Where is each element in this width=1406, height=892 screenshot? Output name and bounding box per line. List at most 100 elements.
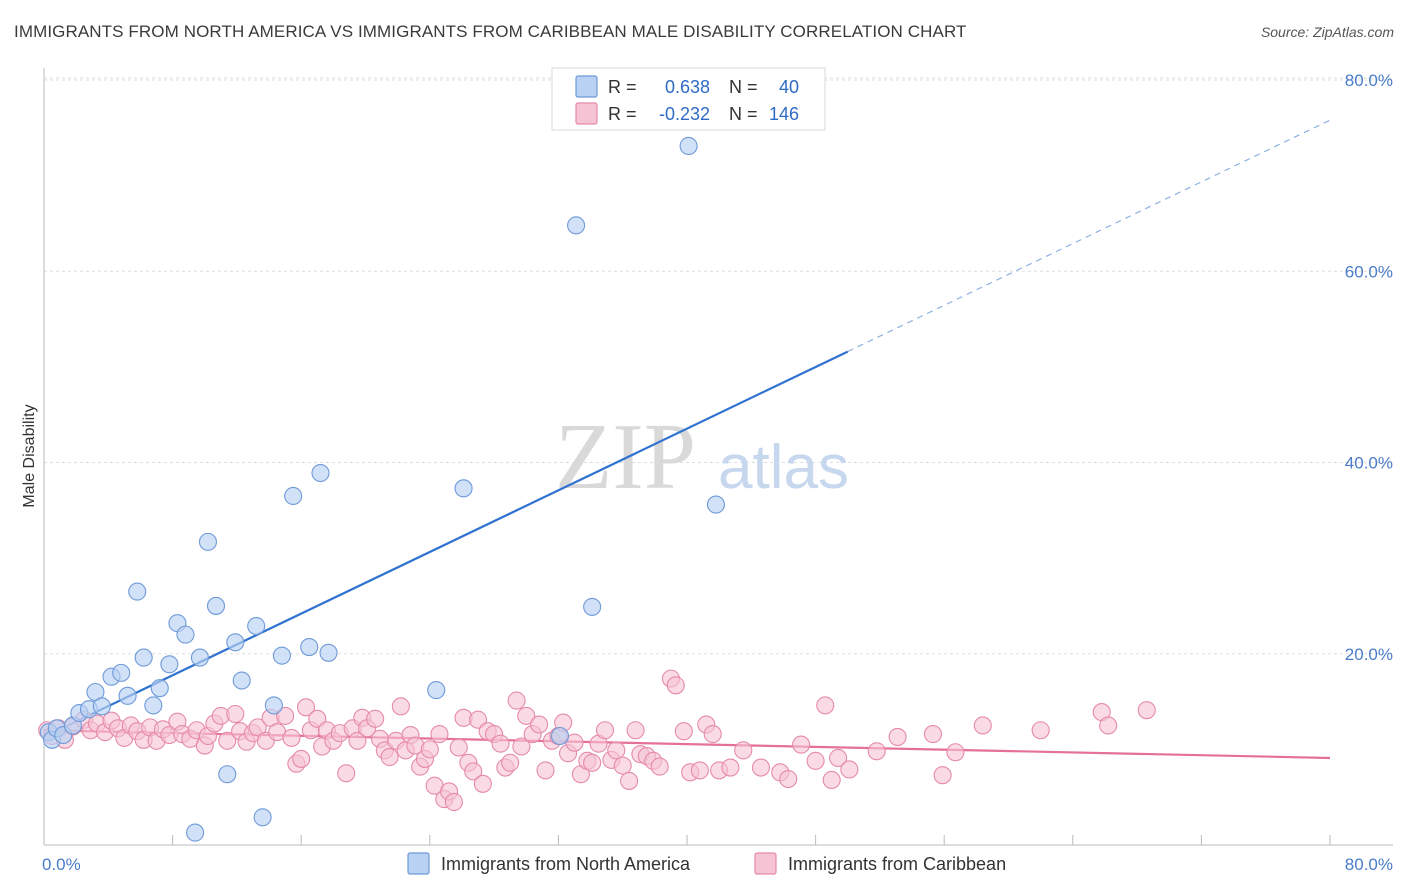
data-point-caribbean xyxy=(840,760,859,779)
data-point-caribbean xyxy=(751,758,770,777)
data-point-north-america xyxy=(206,596,226,615)
data-point-caribbean xyxy=(721,758,740,777)
data-point-caribbean xyxy=(888,727,907,746)
legend-r-label-1: R = xyxy=(608,104,637,124)
data-point-caribbean xyxy=(464,762,483,781)
data-point-north-america xyxy=(160,655,179,674)
data-point-caribbean xyxy=(595,721,615,740)
data-point-north-america xyxy=(264,696,283,715)
data-point-north-america xyxy=(134,648,153,667)
data-point-caribbean xyxy=(583,753,602,772)
data-point-caribbean xyxy=(512,737,531,756)
data-point-caribbean xyxy=(248,718,267,737)
data-point-caribbean xyxy=(829,748,848,768)
data-point-caribbean xyxy=(806,751,825,770)
legend-r-value-0: 0.638 xyxy=(665,77,710,97)
data-point-north-america xyxy=(679,136,698,156)
data-point-caribbean xyxy=(536,761,555,780)
data-point-north-america xyxy=(427,681,446,700)
trend-line-north-america xyxy=(43,350,849,738)
series-north-america-points xyxy=(39,136,725,842)
data-point-north-america xyxy=(284,486,303,506)
data-point-caribbean xyxy=(1099,716,1118,735)
data-point-caribbean xyxy=(822,770,841,790)
chart-title: IMMIGRANTS FROM NORTH AMERICA VS IMMIGRA… xyxy=(14,22,967,41)
data-point-caribbean xyxy=(517,706,536,725)
data-point-caribbean xyxy=(430,725,449,744)
data-point-caribbean xyxy=(933,766,952,785)
data-point-caribbean xyxy=(867,742,886,761)
data-point-caribbean xyxy=(444,792,463,812)
data-point-caribbean xyxy=(491,734,510,753)
bottom-legend-swatch-blue xyxy=(407,852,430,875)
legend-r-label-0: R = xyxy=(608,77,637,97)
watermark-atlas: atlas xyxy=(718,433,849,502)
data-point-north-america xyxy=(218,765,237,784)
data-point-caribbean xyxy=(530,715,549,734)
legend-r-value-1: -0.232 xyxy=(659,104,710,124)
x-axis-ticks xyxy=(43,835,1331,845)
data-point-north-america xyxy=(311,463,330,483)
data-point-caribbean xyxy=(296,698,316,717)
data-point-north-america xyxy=(232,671,251,690)
data-point-north-america xyxy=(190,648,209,667)
data-point-caribbean xyxy=(380,747,399,767)
data-point-caribbean xyxy=(276,706,295,725)
data-point-north-america xyxy=(176,625,195,644)
legend-swatch-blue xyxy=(575,75,598,98)
y-axis-label: Male Disability xyxy=(21,404,38,507)
data-point-caribbean xyxy=(507,691,526,710)
data-point-caribbean xyxy=(973,716,992,735)
data-point-caribbean xyxy=(690,761,709,780)
x-tick-label-max: 80.0% xyxy=(1345,855,1393,874)
data-point-north-america xyxy=(272,646,291,665)
data-point-caribbean xyxy=(674,722,693,741)
y-tick-label: 20.0% xyxy=(1345,645,1393,664)
data-point-caribbean xyxy=(1137,701,1156,720)
legend-n-value-1: 146 xyxy=(769,104,799,124)
data-point-north-america xyxy=(150,679,169,698)
data-point-caribbean xyxy=(650,757,669,776)
data-point-caribbean xyxy=(420,740,439,759)
data-point-caribbean xyxy=(501,753,520,772)
data-point-north-america xyxy=(112,663,131,682)
data-point-caribbean xyxy=(792,735,811,754)
grid xyxy=(44,77,1393,655)
data-point-north-america xyxy=(186,823,205,842)
series-legend: Immigrants from North America Immigrants… xyxy=(407,852,1006,875)
data-point-north-america xyxy=(144,696,163,715)
data-point-north-america xyxy=(92,697,111,716)
data-point-caribbean xyxy=(779,769,798,789)
data-point-north-america xyxy=(198,532,218,551)
data-point-caribbean xyxy=(620,771,639,790)
data-point-caribbean xyxy=(337,764,356,783)
data-point-caribbean xyxy=(816,696,835,715)
source-credit: Source: ZipAtlas.com xyxy=(1260,24,1394,40)
data-point-caribbean xyxy=(282,728,301,747)
data-point-north-america xyxy=(567,216,586,235)
y-tick-label: 40.0% xyxy=(1345,454,1393,473)
data-point-caribbean xyxy=(473,774,492,793)
y-axis-tick-labels: 20.0% 40.0% 60.0% 80.0% xyxy=(1345,71,1393,664)
data-point-north-america xyxy=(550,726,570,746)
trend-line-north-america-extension xyxy=(847,119,1331,353)
data-point-north-america xyxy=(583,597,602,616)
data-point-caribbean xyxy=(1031,721,1050,740)
data-point-caribbean xyxy=(613,756,632,775)
data-point-caribbean xyxy=(391,697,410,716)
data-point-caribbean xyxy=(449,738,468,757)
data-point-north-america xyxy=(118,686,137,705)
data-point-caribbean xyxy=(607,741,626,760)
bottom-legend-swatch-pink xyxy=(754,852,777,875)
data-point-caribbean xyxy=(218,731,237,750)
y-tick-label: 80.0% xyxy=(1345,71,1393,90)
x-tick-label-min: 0.0% xyxy=(42,855,81,874)
data-point-north-america xyxy=(300,638,319,657)
legend-n-label-0: N = xyxy=(729,77,758,97)
data-point-north-america xyxy=(319,643,338,662)
data-point-caribbean xyxy=(626,721,645,740)
data-point-caribbean xyxy=(946,743,965,762)
data-point-north-america xyxy=(706,495,725,514)
data-point-north-america xyxy=(247,616,266,636)
data-point-caribbean xyxy=(703,725,722,744)
